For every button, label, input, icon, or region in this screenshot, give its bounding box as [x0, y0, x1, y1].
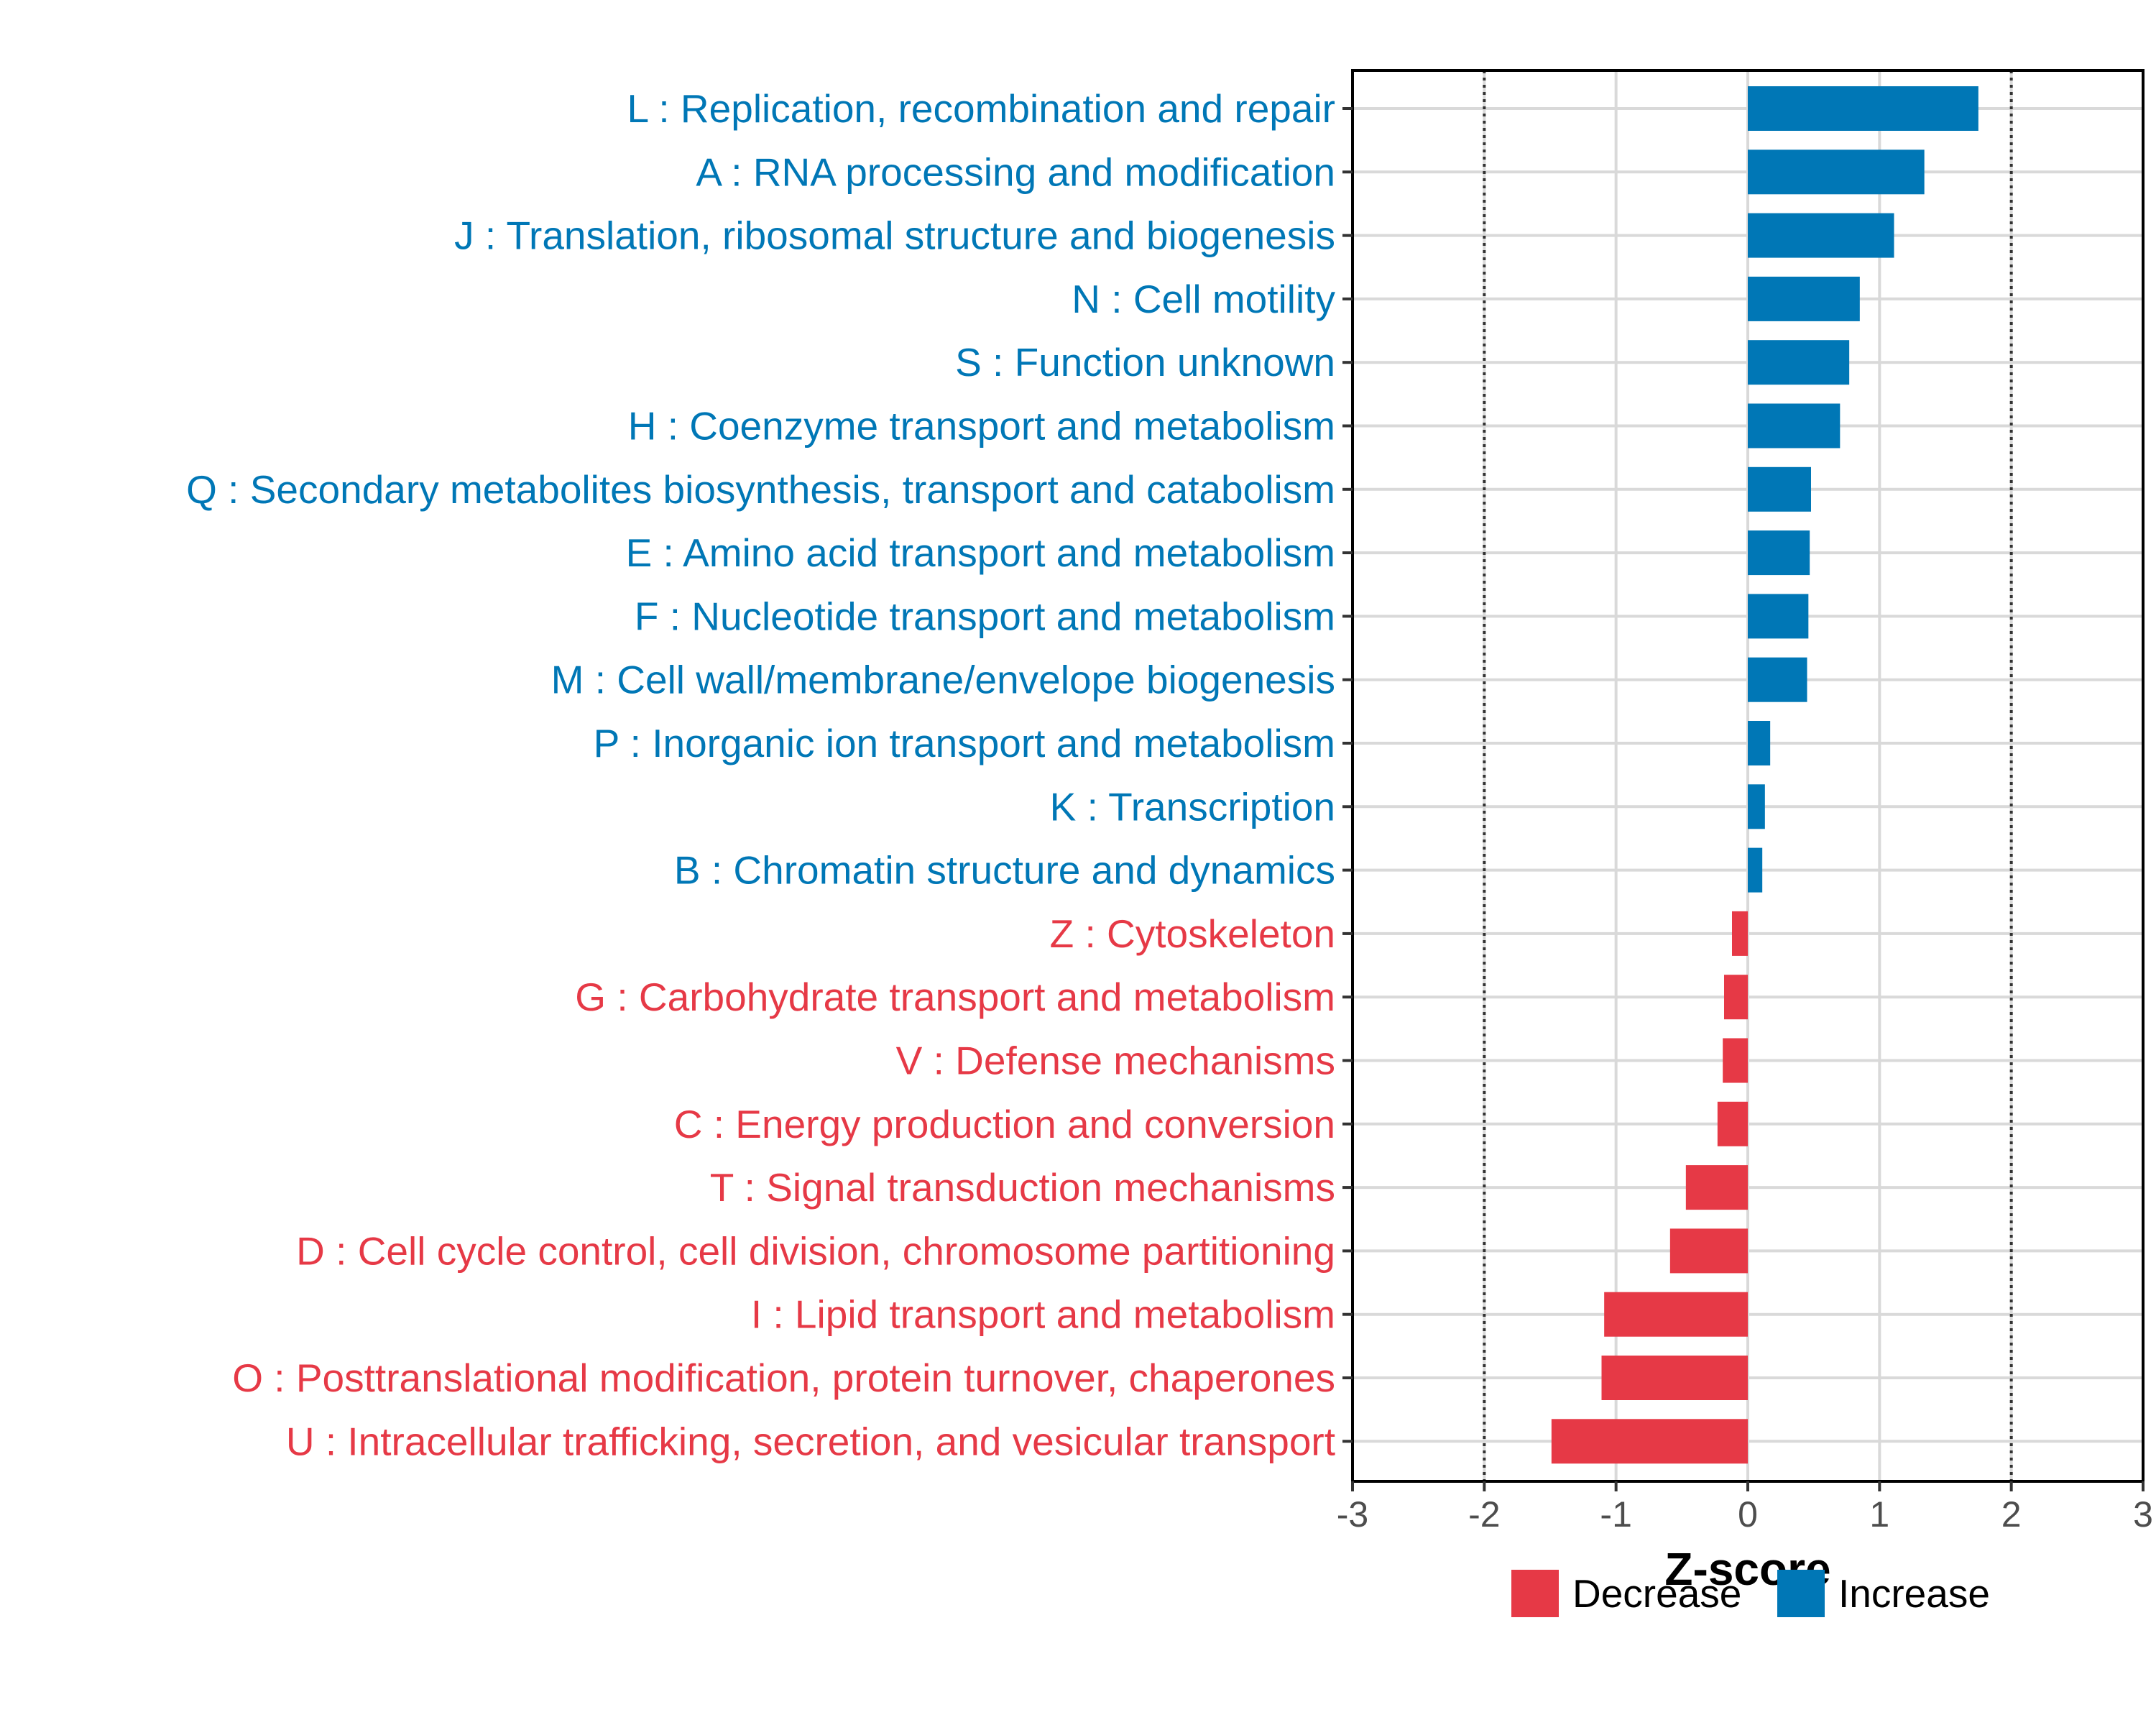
- x-tick-label: 1: [1869, 1494, 1889, 1535]
- bar: [1717, 1101, 1748, 1146]
- bar: [1724, 975, 1748, 1020]
- category-label: T : Signal transduction mechanisms: [710, 1165, 1335, 1210]
- category-label: K : Transcription: [1050, 784, 1335, 829]
- category-label: Q : Secondary metabolites biosynthesis, …: [186, 467, 1335, 512]
- bar: [1748, 530, 1810, 576]
- category-label: N : Cell motility: [1072, 277, 1335, 321]
- bar: [1748, 594, 1809, 639]
- category-label: H : Coenzyme transport and metabolism: [628, 404, 1335, 448]
- category-label: B : Chromatin structure and dynamics: [674, 848, 1335, 893]
- bar: [1685, 1165, 1748, 1210]
- legend-label: Increase: [1838, 1571, 1990, 1616]
- x-tick-label: 2: [2001, 1494, 2022, 1535]
- bar: [1604, 1292, 1748, 1337]
- bar: [1601, 1356, 1748, 1400]
- category-label: D : Cell cycle control, cell division, c…: [296, 1228, 1335, 1273]
- x-tick-label: -3: [1337, 1494, 1368, 1535]
- category-label: J : Translation, ribosomal structure and…: [454, 213, 1335, 258]
- bar: [1723, 1038, 1748, 1083]
- bar: [1551, 1419, 1748, 1464]
- x-tick-label: -1: [1600, 1494, 1631, 1535]
- bar: [1748, 276, 1860, 321]
- category-label: M : Cell wall/membrane/envelope biogenes…: [551, 658, 1335, 702]
- category-label: E : Amino acid transport and metabolism: [626, 530, 1335, 575]
- category-label: O : Posttranslational modification, prot…: [232, 1356, 1335, 1400]
- x-tick-label: 3: [2133, 1494, 2153, 1535]
- category-label: S : Function unknown: [955, 340, 1335, 385]
- category-label: F : Nucleotide transport and metabolism: [635, 594, 1335, 638]
- bar: [1748, 403, 1841, 448]
- bar: [1748, 721, 1771, 765]
- category-label: Z : Cytoskeleton: [1050, 911, 1335, 956]
- category-label: I : Lipid transport and metabolism: [751, 1292, 1335, 1337]
- bars: [1551, 86, 1978, 1464]
- bar: [1748, 340, 1850, 385]
- x-tick-label: 0: [1738, 1494, 1758, 1535]
- bar: [1748, 213, 1894, 258]
- category-label: V : Defense mechanisms: [896, 1039, 1335, 1083]
- x-axis: -3 -2 -1 0 1 2 3: [1337, 1481, 2153, 1535]
- legend-label: Decrease: [1572, 1571, 1741, 1616]
- bar: [1748, 150, 1925, 195]
- bar: [1748, 657, 1807, 702]
- category-label: G : Carbohydrate transport and metabolis…: [575, 975, 1335, 1019]
- bar: [1748, 86, 1978, 131]
- category-label: U : Intracellular trafficking, secretion…: [286, 1419, 1335, 1463]
- legend-swatch: [1777, 1570, 1825, 1617]
- bar: [1748, 847, 1763, 893]
- category-label: C : Energy production and conversion: [674, 1102, 1335, 1146]
- reference-lines: [1483, 70, 2013, 1481]
- category-label: P : Inorganic ion transport and metaboli…: [594, 721, 1335, 765]
- x-tick-label: -2: [1468, 1494, 1500, 1535]
- bar: [1748, 466, 1811, 512]
- bar: [1748, 784, 1765, 829]
- category-label: A : RNA processing and modification: [696, 150, 1335, 194]
- legend-swatch: [1511, 1570, 1559, 1617]
- category-label: L : Replication, recombination and repai…: [627, 86, 1335, 131]
- bar: [1669, 1228, 1748, 1274]
- legend: Decrease Increase: [1511, 1570, 1990, 1617]
- bar: [1732, 911, 1748, 956]
- category-labels: L : Replication, recombination and repai…: [186, 86, 1353, 1463]
